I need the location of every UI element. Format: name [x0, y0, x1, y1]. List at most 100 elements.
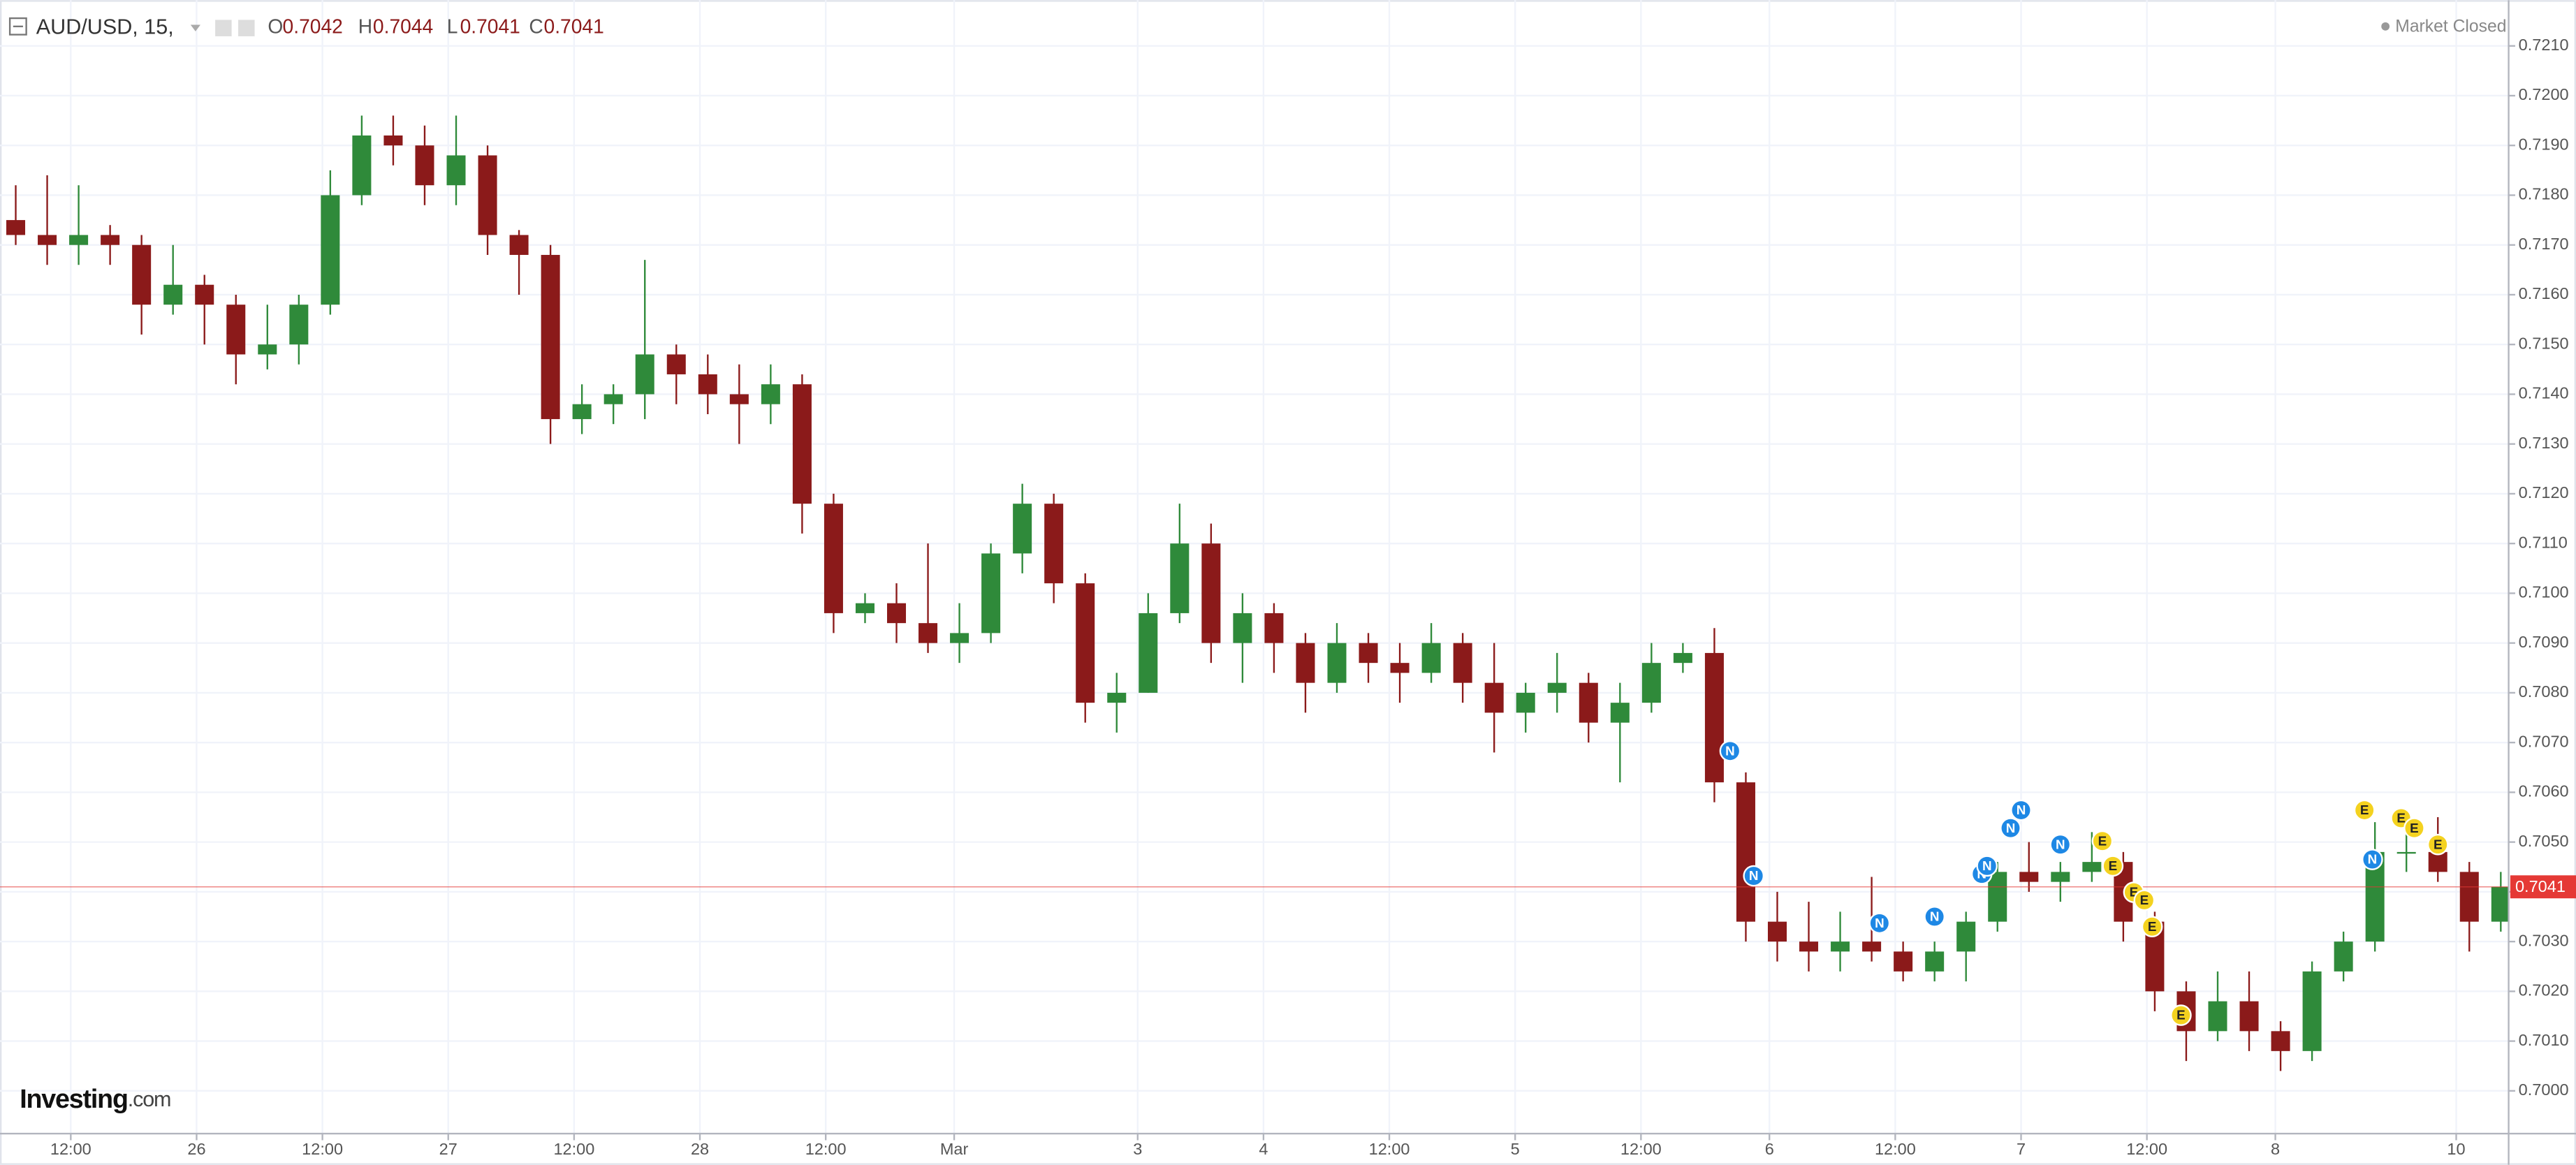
candle-body	[2208, 1001, 2227, 1032]
candle-body	[2051, 872, 2070, 882]
candle-body	[1610, 703, 1630, 723]
candle-body	[1201, 543, 1221, 643]
y-tick-label: 0.7160	[2519, 284, 2569, 302]
x-tick-label: 12:00	[302, 1140, 343, 1158]
candle-body	[258, 344, 277, 355]
x-tick-label: 7	[2017, 1140, 2026, 1158]
event-marker[interactable]	[1924, 906, 1945, 928]
y-tick-label: 0.7150	[2519, 334, 2569, 352]
y-tick-label: 0.7050	[2519, 832, 2569, 850]
event-label: N	[1725, 743, 1735, 758]
candle-body	[1767, 921, 1787, 942]
candle-body	[666, 354, 686, 374]
event-label: E	[2140, 893, 2149, 907]
candle-body	[886, 603, 907, 624]
y-tick-label: 0.7010	[2519, 1031, 2569, 1049]
candle-body	[2082, 862, 2102, 872]
x-tick-label: 12:00	[2126, 1140, 2167, 1158]
y-tick-label: 0.7060	[2519, 782, 2569, 800]
event-label: E	[2434, 837, 2443, 851]
event-marker[interactable]	[2170, 1004, 2192, 1026]
y-tick-label: 0.7080	[2519, 682, 2569, 701]
y-tick-label: 0.7180	[2519, 185, 2569, 203]
candle-body	[1956, 921, 1976, 952]
candle-body	[1233, 613, 1252, 643]
event-marker[interactable]	[1868, 912, 1891, 935]
event-label: N	[2056, 837, 2065, 851]
y-tick-label: 0.7070	[2519, 732, 2569, 750]
candle-body	[1421, 643, 1441, 673]
candle-body	[950, 633, 969, 643]
event-marker[interactable]	[1976, 855, 1998, 877]
event-label: E	[2176, 1008, 2186, 1023]
candle-body	[1894, 951, 1913, 972]
y-tick-label: 0.7140	[2519, 384, 2569, 402]
event-marker[interactable]	[2353, 799, 2376, 821]
candle-body	[2491, 886, 2509, 922]
candle-body	[321, 195, 340, 305]
event-label: E	[2410, 821, 2419, 835]
candle-body	[6, 220, 26, 235]
candle-body	[1641, 663, 1661, 703]
event-marker[interactable]	[2141, 916, 2163, 938]
y-tick-label: 0.7110	[2519, 533, 2568, 551]
event-marker[interactable]	[1743, 865, 1765, 887]
y-tick-label: 0.7100	[2519, 583, 2569, 601]
event-marker[interactable]	[2362, 849, 2383, 870]
x-tick-label: 3	[1133, 1140, 1142, 1158]
y-tick-label: 0.7170	[2519, 235, 2569, 253]
event-label: N	[2017, 803, 2026, 817]
x-tick-label: 8	[2271, 1140, 2280, 1158]
candle-body	[1139, 613, 1158, 693]
close-icon[interactable]	[238, 20, 255, 36]
y-tick-label: 0.7090	[2519, 633, 2569, 651]
candle-body	[289, 305, 309, 345]
event-marker[interactable]	[2133, 889, 2156, 911]
candle-body	[1547, 682, 1567, 693]
candle-body	[572, 404, 592, 420]
event-marker[interactable]	[2102, 855, 2124, 877]
event-marker[interactable]	[2010, 799, 2032, 821]
axes: 0.70000.70100.70200.70300.70400.70500.70…	[50, 36, 2576, 1158]
low-letter: L	[447, 15, 458, 38]
candle-body	[2239, 1001, 2259, 1032]
candle-body	[2302, 971, 2322, 1051]
x-tick-label: 28	[691, 1140, 709, 1158]
candle-body	[1799, 941, 1819, 952]
event-marker[interactable]	[2091, 830, 2114, 852]
open-value: 0.7042	[283, 15, 343, 38]
candle-body	[1013, 504, 1032, 554]
x-tick-label: 4	[1259, 1140, 1268, 1158]
plot: NNNNNNNNNNEEEEEEEEEE	[0, 115, 2509, 1071]
collapse-icon[interactable]	[8, 17, 27, 36]
event-label: N	[1982, 858, 1992, 873]
candle-body	[855, 603, 874, 613]
y-tick-label: 0.7020	[2519, 981, 2569, 999]
event-marker[interactable]	[2403, 817, 2425, 839]
status-dot	[2381, 22, 2390, 31]
candle-body	[792, 384, 812, 504]
last-price-tag	[2510, 875, 2576, 899]
candle-body	[1925, 951, 1945, 972]
settings-icon[interactable]	[215, 20, 232, 36]
y-tick-label: 0.7200	[2519, 85, 2569, 103]
symbol-title: AUD/USD, 15,	[36, 15, 174, 38]
candle-body	[603, 394, 623, 404]
x-tick-label: 12:00	[1369, 1140, 1410, 1158]
candle-body	[1044, 504, 1064, 584]
candle-body	[1831, 941, 1850, 952]
candle-body	[1862, 941, 1882, 952]
event-marker[interactable]	[2427, 833, 2449, 856]
interval-dropdown[interactable]	[190, 24, 200, 31]
candle-body	[824, 504, 843, 613]
event-marker[interactable]	[1719, 740, 1741, 762]
candle-body	[698, 374, 717, 395]
event-marker[interactable]	[2000, 817, 2021, 839]
high-value: 0.7044	[373, 15, 433, 38]
market-status: Market Closed	[2395, 17, 2506, 36]
x-tick-label: 12:00	[553, 1140, 594, 1158]
event-label: E	[2098, 833, 2107, 848]
candle-body	[132, 244, 152, 305]
event-marker[interactable]	[2049, 833, 2072, 856]
